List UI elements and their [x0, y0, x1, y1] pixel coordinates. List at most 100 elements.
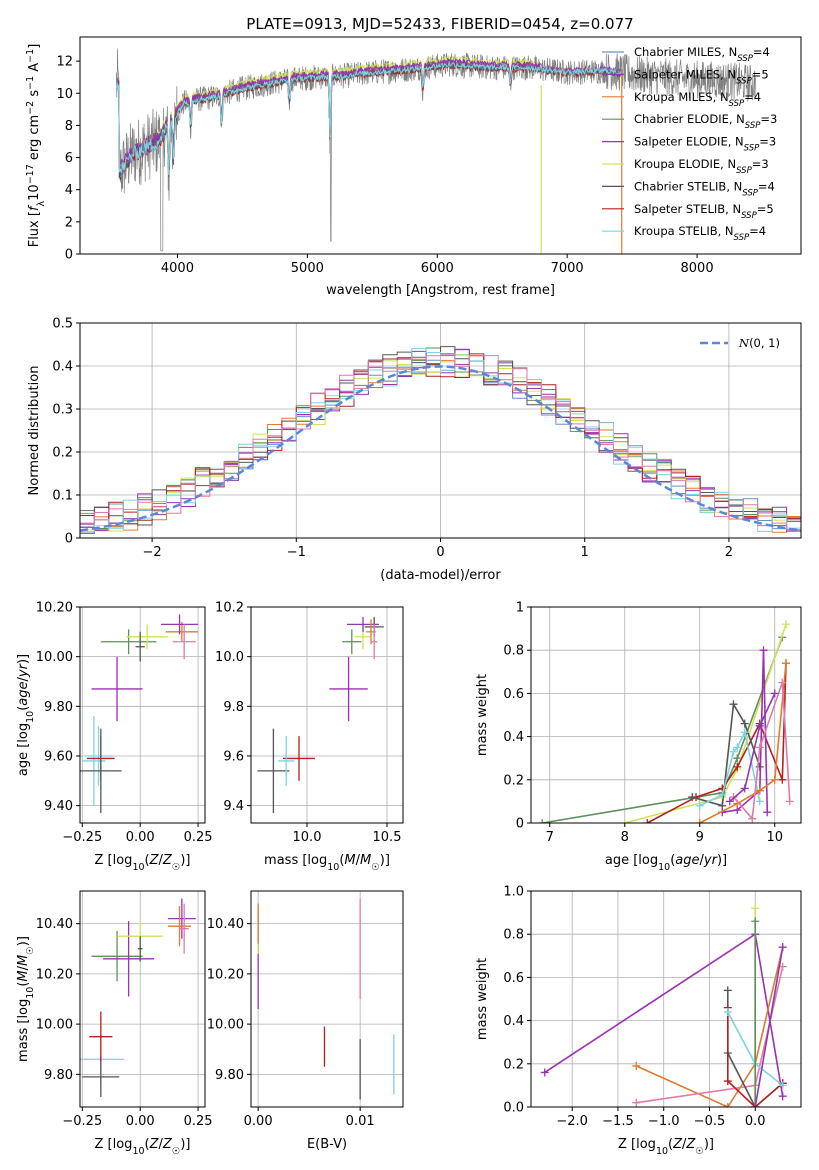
- plus-marker: [620, 819, 629, 823]
- y-tick-label: 0.6: [503, 687, 524, 702]
- y-axis-label: Flux [fλ10−17 erg cm−2 s−1 A−1]: [25, 44, 47, 248]
- axes-frame: [79, 36, 802, 255]
- plus-marker: [740, 728, 749, 737]
- y-tick-label: 0.1: [52, 489, 73, 504]
- mass-weight-series-line: [542, 636, 784, 823]
- plus-marker: [782, 620, 790, 629]
- error-bar-point: [257, 728, 290, 814]
- axes-frame: [250, 606, 404, 824]
- y-axis-label: mass weight: [475, 674, 490, 756]
- x-tick-label: −1.0: [648, 1114, 680, 1129]
- error-bar-point: [283, 736, 315, 781]
- legend-entry: Chabrier ELODIE, NSSP=3: [634, 112, 777, 131]
- model-spectrum-salpeter-stelib: [115, 62, 622, 181]
- plus-marker: [755, 797, 764, 806]
- mass-weight-series-line: [635, 947, 784, 1107]
- x-tick-label: 10.5: [373, 830, 402, 845]
- y-tick-label: 9.80: [44, 700, 73, 715]
- x-tick-label: 0: [436, 545, 444, 560]
- error-bar-point: [161, 614, 199, 635]
- y-tick-label: 9.40: [44, 799, 73, 814]
- y-axis-label: mass [log10(M/M☉)]: [16, 936, 36, 1062]
- plus-marker: [782, 659, 790, 668]
- error-bar-point: [179, 903, 189, 954]
- legend: N(0, 1): [700, 336, 780, 350]
- x-tick-label: 0.25: [184, 1114, 213, 1129]
- spectrum-panel: 4000 5000 6000 7000 8000 0 2 4 6 8 10 12 wavelength …: [25, 36, 802, 298]
- error-bar-point: [126, 624, 168, 650]
- plus-marker: [778, 943, 787, 952]
- error-bar-point: [80, 728, 122, 814]
- plus-marker: [632, 1098, 641, 1107]
- plus-marker: [695, 819, 704, 823]
- mass-weight-series-line: [726, 1007, 784, 1107]
- plus-marker: [643, 819, 652, 823]
- plus-marker: [778, 1081, 787, 1090]
- x-tick-label: 1: [581, 545, 589, 560]
- y-axis-label: Normed distribution: [27, 366, 42, 496]
- y-tick-label: 9.6: [223, 749, 244, 764]
- plus-marker: [729, 700, 738, 709]
- plus-marker: [733, 754, 742, 763]
- plus-marker: [759, 646, 768, 655]
- error-bar-point: [329, 656, 368, 722]
- error-bar-point: [172, 624, 196, 660]
- x-tick-label: 0.00: [126, 1114, 155, 1129]
- y-tick-label: 0: [516, 817, 524, 832]
- plus-marker: [688, 793, 697, 802]
- y-tick-label: 1.0: [503, 885, 524, 900]
- mass-weight-series-line: [754, 947, 784, 1107]
- error-bar-point: [165, 621, 199, 642]
- error-bar-point: [103, 921, 155, 997]
- y-tick-label: 10.20: [36, 601, 73, 616]
- legend-entry: N(0, 1): [738, 336, 780, 350]
- mass-vs-reddening-panel: 0.00 0.01 9.80 10.00 10.20 10.40 E(B-V): [207, 890, 404, 1152]
- x-axis-label: Z [log10(Z/Z☉)]: [95, 853, 191, 873]
- error-bar-point: [100, 629, 157, 655]
- y-tick-label: 10.40: [207, 917, 244, 932]
- x-axis-label: Z [log10(Z/Z☉)]: [95, 1137, 191, 1157]
- y-tick-label: 9.80: [215, 1068, 244, 1083]
- y-tick-label: 9.80: [44, 1068, 73, 1083]
- plus-marker: [755, 743, 764, 752]
- x-axis-label: wavelength [Angstrom, rest frame]: [326, 283, 555, 298]
- plus-marker: [729, 793, 738, 802]
- mass-weight-vs-age-panel: 7 8 9 10 0 0.2 0.4 0.6 0.8 1 age [log10(age/yr)] ma…: [475, 601, 802, 873]
- error-bar-point: [84, 726, 113, 786]
- plot-area: [257, 616, 384, 814]
- x-tick-label: −2.0: [556, 1114, 588, 1129]
- mass-weight-vs-metallicity-panel: −2.0 −1.5 −1.0 −0.5 0.0 0.0 0.2 0.4 0.6 0.8 1.0 Z […: [475, 885, 802, 1157]
- y-tick-label: 1: [516, 601, 524, 616]
- y-tick-label: 0.4: [503, 730, 524, 745]
- y-tick-label: 9.8: [223, 700, 244, 715]
- x-tick-label: 0.01: [346, 1114, 375, 1129]
- x-tick-label: 0.25: [184, 830, 213, 845]
- histogram-step-9: [80, 353, 801, 538]
- x-tick-label: 9: [696, 830, 704, 845]
- residual-histogram-panel: −2 −1 0 1 2 0 0.1 0.2 0.3 0.4 0.5 (data-model)/erro…: [27, 317, 802, 583]
- axes-frame: [79, 606, 206, 824]
- y-tick-label: 0.5: [52, 317, 73, 332]
- legend-entry: Salpeter MILES, NSSP=5: [634, 67, 769, 86]
- x-tick-label: 0.00: [126, 830, 155, 845]
- y-tick-label: 2: [65, 215, 73, 230]
- x-axis-label: age [log10(age/yr)]: [605, 853, 727, 873]
- plus-marker: [723, 1077, 732, 1086]
- y-tick-label: 0.4: [52, 360, 73, 375]
- plot-area: [540, 904, 787, 1107]
- y-tick-label: 0.6: [503, 971, 524, 986]
- error-bar-point: [82, 1056, 120, 1097]
- plus-marker: [751, 1103, 760, 1107]
- plus-marker: [770, 775, 779, 784]
- plus-marker: [733, 762, 742, 771]
- y-tick-label: 10.40: [36, 917, 73, 932]
- plus-marker: [723, 1103, 732, 1107]
- y-tick-label: 12: [56, 55, 73, 70]
- y-tick-label: 0.2: [52, 446, 73, 461]
- y-tick-label: 10.00: [207, 1018, 244, 1033]
- plus-marker: [538, 819, 547, 823]
- x-axis-label: Z [log10(Z/Z☉)]: [618, 1137, 714, 1157]
- error-bar-point: [342, 629, 362, 655]
- age-vs-metallicity-panel: −0.25 0.00 0.25 9.40 9.60 9.80 10.00 10.20 Z [lo…: [16, 601, 213, 873]
- plus-marker: [723, 986, 732, 995]
